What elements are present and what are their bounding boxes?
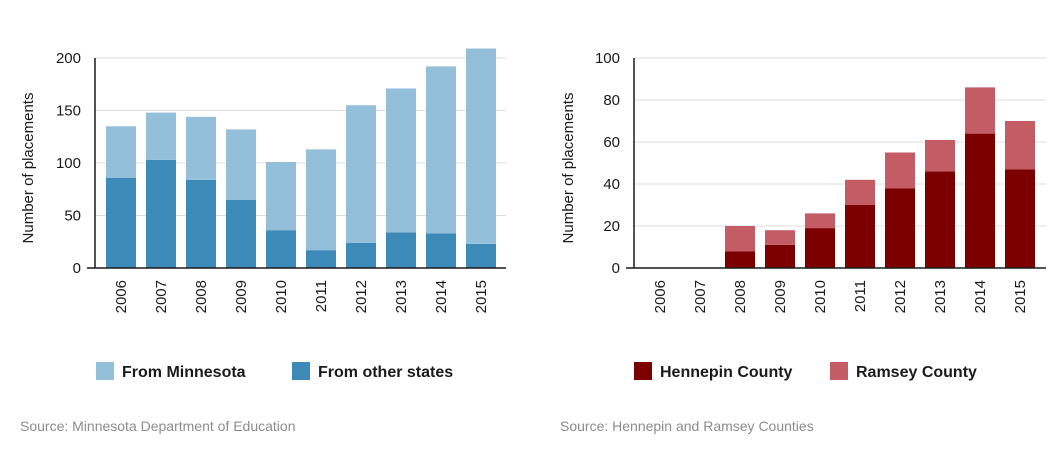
x-tick-label: 2007	[692, 280, 709, 313]
bar-from-other-states-2008	[186, 179, 216, 268]
x-tick-label: 2006	[652, 280, 669, 313]
source-note: Source: Minnesota Department of Educatio…	[20, 418, 296, 434]
bar-ramsey-county-2013	[925, 139, 955, 172]
legend-swatch	[292, 362, 310, 380]
bar-from-other-states-2014	[426, 233, 456, 268]
bar-from-minnesota-2009	[226, 129, 256, 200]
bar-from-minnesota-2014	[426, 66, 456, 234]
bar-hennepin-county-2014	[965, 133, 995, 268]
x-tick-label: 2015	[473, 280, 490, 313]
y-tick-label: 40	[603, 176, 620, 193]
bar-ramsey-county-2009	[765, 230, 795, 245]
bar-from-other-states-2012	[346, 242, 376, 268]
bar-from-minnesota-2011	[306, 149, 336, 251]
bar-from-other-states-2013	[386, 232, 416, 268]
y-tick-label: 50	[64, 208, 81, 225]
bar-from-minnesota-2013	[386, 88, 416, 233]
y-tick-label: 100	[595, 50, 620, 67]
bar-hennepin-county-2009	[765, 244, 795, 268]
y-axis-title: Number of placements	[560, 93, 577, 244]
bar-from-other-states-2010	[266, 230, 296, 268]
x-tick-label: 2014	[433, 280, 450, 313]
x-tick-label: 2007	[153, 280, 170, 313]
y-tick-label: 20	[603, 218, 620, 235]
bar-hennepin-county-2012	[885, 188, 915, 268]
x-tick-label: 2008	[193, 280, 210, 313]
bar-from-other-states-2007	[146, 159, 176, 268]
legend-label: Ramsey County	[856, 364, 977, 381]
x-tick-label: 2010	[812, 280, 829, 313]
bar-ramsey-county-2014	[965, 87, 995, 134]
bar-hennepin-county-2015	[1005, 169, 1035, 268]
chart-right: 0 20 40 60 80 100 2006 2007 2008 2009 2010 2011 2012…	[560, 50, 1046, 434]
x-tick-label: 2012	[892, 280, 909, 313]
bar-hennepin-county-2008	[725, 251, 755, 268]
x-tick-label: 2009	[233, 280, 250, 313]
legend-swatch	[96, 362, 114, 380]
bar-ramsey-county-2012	[885, 152, 915, 189]
x-tick-label: 2012	[353, 280, 370, 313]
x-tick-label: 2013	[932, 280, 949, 313]
y-tick-label: 60	[603, 134, 620, 151]
legend-label: From Minnesota	[122, 364, 246, 381]
bar-from-minnesota-2007	[146, 112, 176, 160]
y-tick-label: 0	[612, 260, 620, 277]
y-tick-label: 100	[56, 155, 81, 172]
bar-from-other-states-2009	[226, 199, 256, 268]
chart-left: 0 50 100 150 200 2006 2007 2008 2009 2010 2011 2012…	[20, 48, 506, 434]
x-tick-label: 2008	[732, 280, 749, 313]
bar-hennepin-county-2013	[925, 171, 955, 268]
x-tick-label: 2011	[313, 280, 330, 312]
bar-from-other-states-2015	[466, 243, 496, 268]
y-tick-label: 0	[73, 260, 81, 277]
x-tick-label: 2006	[113, 280, 130, 313]
bar-ramsey-county-2010	[805, 213, 835, 229]
x-tick-label: 2015	[1012, 280, 1029, 313]
legend-swatch	[830, 362, 848, 380]
x-tick-label: 2010	[273, 280, 290, 313]
y-tick-label: 200	[56, 50, 81, 67]
bar-ramsey-county-2011	[845, 179, 875, 205]
bar-from-minnesota-2006	[106, 126, 136, 178]
source-note: Source: Hennepin and Ramsey Counties	[560, 418, 814, 434]
bar-ramsey-county-2015	[1005, 121, 1035, 170]
bar-hennepin-county-2011	[845, 205, 875, 268]
x-tick-label: 2011	[852, 280, 869, 312]
bar-from-minnesota-2015	[466, 48, 496, 244]
y-axis-title: Number of placements	[20, 93, 37, 244]
bar-from-minnesota-2008	[186, 116, 216, 180]
legend-label: From other states	[318, 364, 453, 381]
legend-swatch	[634, 362, 652, 380]
legend-label: Hennepin County	[660, 364, 793, 381]
y-tick-label: 80	[603, 92, 620, 109]
x-tick-label: 2014	[972, 280, 989, 313]
bar-from-minnesota-2012	[346, 105, 376, 243]
bar-from-other-states-2006	[106, 177, 136, 268]
bar-from-minnesota-2010	[266, 161, 296, 231]
bar-from-other-states-2011	[306, 250, 336, 268]
bar-hennepin-county-2010	[805, 228, 835, 268]
x-tick-label: 2013	[393, 280, 410, 313]
bar-ramsey-county-2008	[725, 226, 755, 252]
y-tick-label: 150	[56, 103, 81, 120]
x-tick-label: 2009	[772, 280, 789, 313]
